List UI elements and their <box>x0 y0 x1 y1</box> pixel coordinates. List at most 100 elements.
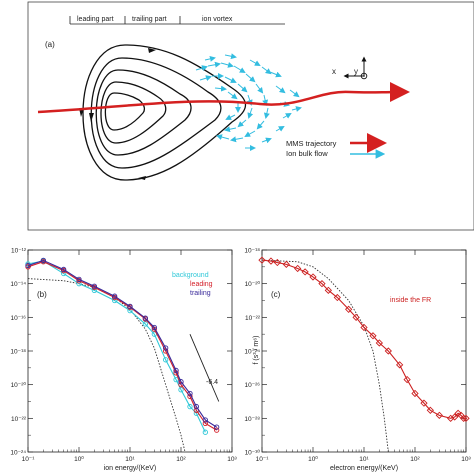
coordinate-axes: x y <box>332 56 368 80</box>
data-point <box>258 256 266 264</box>
panel-b-ticks: 10⁻¹ 10⁰ 10¹ 10² 10³ 10⁻¹² 10⁻¹⁴ 10⁻¹⁶ 10⁻¹⁸ 10⁻²… <box>10 248 237 464</box>
data-point <box>411 389 419 398</box>
ion-flow-arrows <box>195 53 302 151</box>
mms-trajectory <box>37 82 410 114</box>
x-tick-label: 10³ <box>461 456 471 463</box>
data-point <box>301 268 309 276</box>
series-line-1 <box>27 261 217 431</box>
y-tick-label: 10⁻²² <box>245 315 261 322</box>
panel-c-xlabel: electron energy/(KeV) <box>330 465 398 472</box>
data-point <box>435 411 443 420</box>
data-point <box>282 260 290 269</box>
data-point <box>151 324 157 331</box>
data-point <box>309 273 317 281</box>
data-point <box>60 266 67 273</box>
axis-y-label: y <box>354 67 358 76</box>
x-tick-label: 10⁰ <box>308 455 318 463</box>
legend-mms-label: MMS trajectory <box>286 139 337 148</box>
data-point <box>352 313 360 321</box>
power-law-line <box>189 333 220 402</box>
slope-label: -6.4 <box>206 379 218 386</box>
data-point <box>213 427 220 433</box>
panel-c-ylabel: f (s³ / m⁶) <box>253 336 260 365</box>
data-point <box>40 257 47 264</box>
fit-line <box>261 259 389 453</box>
data-point <box>25 262 31 269</box>
data-point <box>173 367 179 374</box>
series-line-0 <box>261 259 466 419</box>
series-line-2 <box>27 259 217 428</box>
data-point <box>142 321 149 327</box>
data-point <box>187 390 193 397</box>
x-tick-label: 10⁻¹ <box>22 456 36 463</box>
panel-a-frame <box>27 1 474 231</box>
legend-leading: leading <box>190 281 213 288</box>
axis-x-label: x <box>332 67 336 76</box>
data-point <box>162 357 169 363</box>
y-tick-label: 10⁻³⁰ <box>245 449 261 457</box>
data-point <box>454 409 462 417</box>
data-point <box>127 303 133 309</box>
legend-background: background <box>172 272 209 279</box>
data-point <box>173 376 179 383</box>
data-point <box>111 293 118 299</box>
panel-a: leading part trailing part ion vortex (a… <box>27 1 474 231</box>
data-point <box>460 414 468 422</box>
panel-b-marks <box>25 257 220 453</box>
data-point <box>345 305 353 313</box>
data-point <box>396 361 404 369</box>
data-point <box>193 403 200 410</box>
data-point <box>318 280 326 288</box>
y-tick-label: 10⁻¹⁸ <box>10 349 26 356</box>
legend-ion-label: Ion bulk flow <box>286 149 328 158</box>
x-tick-label: 10⁻¹ <box>256 456 270 463</box>
data-point <box>202 420 208 427</box>
panel-c: 10⁻¹ 10⁰ 10¹ 10² 10³ 10⁻¹⁸ 10⁻²⁰ 10⁻²² 10⁻²⁴ 10⁻²… <box>244 248 471 473</box>
data-point <box>333 293 341 302</box>
legend-trailing: trailing <box>190 290 211 297</box>
y-tick-label: 10⁻²² <box>11 416 27 423</box>
data-point <box>187 403 193 410</box>
x-tick-label: 10² <box>176 456 186 463</box>
y-tick-label: 10⁻²⁴ <box>244 349 260 356</box>
data-point <box>202 429 208 435</box>
panel-c-label: (c) <box>271 290 281 299</box>
data-point <box>273 258 281 267</box>
region-label-vortex: ion vortex <box>202 16 233 23</box>
panel-c-ticks: 10⁻¹ 10⁰ 10¹ 10² 10³ 10⁻¹⁸ 10⁻²⁰ 10⁻²² 10⁻²⁴ 10⁻²… <box>244 248 471 464</box>
data-point <box>360 323 368 332</box>
y-tick-label: 10⁻²⁶ <box>244 382 260 389</box>
data-point <box>142 315 149 321</box>
data-point <box>25 261 31 267</box>
x-tick-label: 10² <box>410 456 420 463</box>
series-line-0 <box>27 260 206 433</box>
field-arrow-2 <box>89 113 94 122</box>
data-point <box>294 264 302 273</box>
x-tick-label: 10⁰ <box>74 455 84 463</box>
data-point <box>162 345 169 351</box>
y-tick-label: 10⁻¹⁴ <box>10 281 26 288</box>
data-point <box>213 424 220 430</box>
fit-line <box>27 278 186 453</box>
panel-b-xlabel: ion energy/(KeV) <box>104 465 157 472</box>
panel-a-legend: MMS trajectory Ion bulk flow <box>286 133 387 159</box>
x-tick-label: 10³ <box>227 456 237 463</box>
field-arrow-4 <box>138 176 146 180</box>
panel-c-annotation: inside the FR <box>390 297 431 304</box>
data-point <box>178 379 184 385</box>
data-point <box>76 276 82 283</box>
data-point <box>369 332 377 340</box>
data-point <box>462 414 470 422</box>
data-point <box>202 417 208 423</box>
panel-c-marks <box>258 256 470 453</box>
y-tick-label: 10⁻²⁸ <box>244 416 260 423</box>
data-point <box>403 375 411 384</box>
data-point <box>91 283 98 289</box>
x-tick-label: 10¹ <box>359 456 369 463</box>
data-point <box>384 347 392 355</box>
y-tick-label: 10⁻¹⁶ <box>10 315 26 322</box>
y-tick-label: 10⁻²⁰ <box>245 280 261 288</box>
panel-b-label: (b) <box>37 290 47 299</box>
y-tick-label: 10⁻¹⁸ <box>244 248 260 255</box>
